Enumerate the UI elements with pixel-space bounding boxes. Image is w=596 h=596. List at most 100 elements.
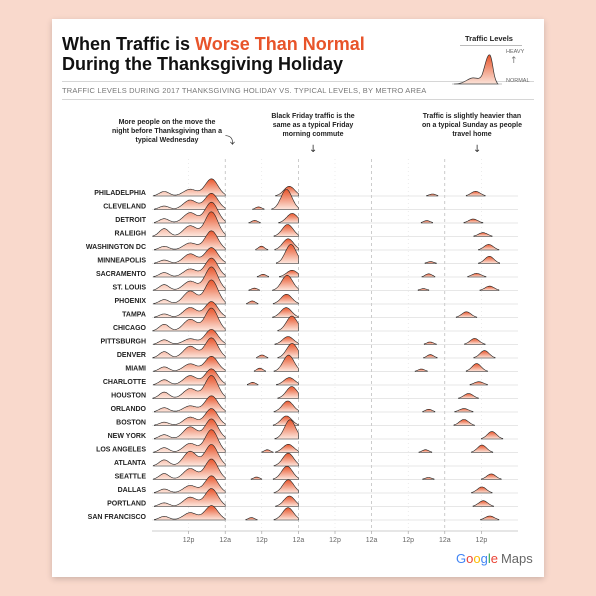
- traffic-ridge: [276, 244, 299, 264]
- metro-label: SEATTLE: [115, 474, 147, 481]
- traffic-ridge: [153, 444, 226, 467]
- traffic-ridge: [272, 294, 299, 305]
- traffic-ridge: [480, 515, 500, 521]
- x-tick-label: 12p: [402, 537, 414, 544]
- annotation-wednesday-line: night before Thanksgiving than a: [111, 128, 223, 135]
- infographic-card: When Traffic is Worse Than Normal During…: [52, 19, 544, 577]
- x-tick-label: 12p: [183, 537, 195, 544]
- metro-label: DALLAS: [118, 487, 147, 494]
- metro-label: CHICAGO: [113, 325, 147, 332]
- traffic-ridge: [256, 274, 269, 278]
- traffic-ridge: [154, 395, 226, 413]
- traffic-ridge: [273, 452, 299, 467]
- traffic-ridge: [153, 355, 226, 372]
- subtitle-divider: [62, 99, 534, 100]
- traffic-ridge: [463, 218, 484, 224]
- traffic-ridge: [473, 350, 496, 359]
- legend-swatch: [452, 54, 502, 85]
- traffic-ridge: [248, 220, 261, 224]
- traffic-ridge: [422, 409, 436, 413]
- x-tick-label: 12a: [366, 537, 378, 544]
- traffic-ridge: [273, 354, 299, 372]
- title-line2: During the Thanksgiving Holiday: [62, 54, 344, 74]
- traffic-ridge: [278, 213, 299, 224]
- title-highlight: Worse Than Normal: [195, 34, 365, 54]
- legend: Traffic Levels HEAVY ↑ NORMAL: [450, 31, 536, 91]
- traffic-ridge: [152, 375, 226, 399]
- traffic-ridge: [417, 288, 430, 291]
- metro-label: ORLANDO: [111, 406, 147, 413]
- chart-title: When Traffic is Worse Than Normal During…: [62, 34, 392, 74]
- arrow-sunday-icon: ↓: [473, 144, 482, 155]
- traffic-ridge: [255, 245, 269, 251]
- traffic-ridge: [153, 458, 226, 480]
- traffic-ridge: [152, 211, 226, 237]
- x-tick-label: 12a: [439, 537, 451, 544]
- traffic-ridge: [247, 381, 259, 386]
- x-tick-label: 12a: [293, 537, 305, 544]
- traffic-ridge: [273, 224, 299, 237]
- traffic-ridge: [471, 486, 493, 494]
- traffic-ridge: [473, 232, 493, 237]
- metro-label: SAN FRANCISCO: [88, 514, 147, 521]
- brand-letter: l: [487, 551, 491, 566]
- metro-label: NEW YORK: [108, 433, 146, 440]
- traffic-ridge: [454, 408, 474, 413]
- title-divider: [62, 81, 534, 82]
- annotation-sunday-line: on a typical Sunday as people: [422, 122, 522, 129]
- title-part1: When Traffic is: [62, 34, 196, 54]
- traffic-ridge: [273, 507, 299, 521]
- x-tick-label: 12a: [219, 537, 231, 544]
- traffic-ridge: [272, 465, 299, 480]
- annotation-wednesday-line: More people on the move the: [118, 119, 216, 126]
- traffic-ridge: [154, 230, 226, 251]
- metro-label: TAMPA: [122, 312, 146, 319]
- traffic-ridge: [277, 343, 299, 359]
- traffic-ridge: [471, 444, 494, 453]
- traffic-ridge: [423, 354, 438, 359]
- metro-label: ATLANTA: [114, 460, 146, 467]
- traffic-ridge: [153, 279, 226, 305]
- traffic-ridgeline-chart: PHILADELPHIA CLEVELAND DETROIT RALEIGH WASHI…: [86, 159, 518, 544]
- metro-label: BOSTON: [116, 420, 146, 427]
- brand-letter: g: [480, 551, 488, 566]
- traffic-ridge: [414, 368, 428, 372]
- traffic-ridge: [274, 419, 299, 440]
- metro-label: HOUSTON: [111, 393, 146, 400]
- metro-label: CLEVELAND: [103, 204, 146, 211]
- metro-label: DETROIT: [115, 217, 146, 224]
- annotation-friday-line: morning commute: [282, 131, 344, 138]
- legend-normal-label: NORMAL: [506, 78, 530, 84]
- traffic-ridge: [273, 400, 299, 413]
- metro-label: MINNEAPOLIS: [97, 258, 146, 265]
- traffic-ridge: [478, 244, 500, 251]
- traffic-ridge: [478, 256, 500, 264]
- traffic-ridge: [277, 315, 299, 332]
- annotation-wednesday: More people on the move the night before…: [92, 118, 242, 145]
- traffic-ridge: [481, 473, 502, 480]
- metro-label: PHILADELPHIA: [94, 190, 146, 197]
- traffic-ridge: [154, 475, 226, 494]
- legend-heavy-label: HEAVY: [506, 49, 525, 55]
- traffic-ridge: [245, 517, 258, 521]
- arrow-friday-icon: ↓: [309, 144, 318, 155]
- metro-label: SACRAMENTO: [96, 271, 147, 278]
- brand-letter: o: [473, 551, 481, 566]
- brand-letter: G: [456, 551, 467, 566]
- traffic-ridge: [154, 505, 226, 521]
- traffic-ridge: [154, 488, 226, 507]
- google-maps-logo: Google Maps: [456, 551, 533, 566]
- traffic-ridge: [252, 206, 265, 210]
- traffic-ridge: [253, 367, 266, 372]
- annotation-sunday-line: travel home: [452, 131, 492, 138]
- traffic-ridge: [271, 189, 299, 210]
- up-arrow-icon: ↑: [510, 56, 518, 66]
- traffic-ridge: [272, 274, 299, 291]
- metro-label: PHOENIX: [114, 298, 146, 305]
- traffic-ridge: [472, 500, 494, 507]
- traffic-ridge: [465, 191, 486, 197]
- traffic-ridge: [250, 476, 263, 480]
- traffic-ridge: [481, 431, 504, 440]
- traffic-ridge: [424, 261, 437, 264]
- metro-label: DENVER: [117, 352, 146, 359]
